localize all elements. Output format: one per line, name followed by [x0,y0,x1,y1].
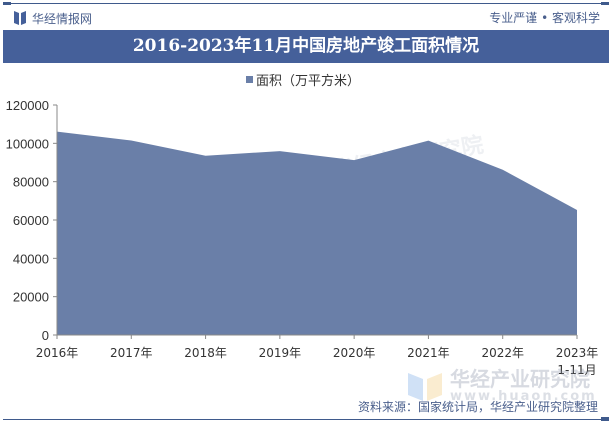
x-tick-label: 2017年 [110,346,153,360]
slogan: 专业严谨 • 客观科学 [489,11,600,25]
x-tick-label: 1-11月 [557,363,596,377]
watermark-logo: 华经产业研究院 www.huaon.com [408,368,597,404]
x-tick-label: 2021年 [407,346,450,360]
y-tick-label: 20000 [13,290,49,305]
watermark-url: www.huaon.com [450,389,597,404]
chart-legend: 面积（万平方米） [246,70,360,89]
x-tick-label: 2019年 [259,346,302,360]
y-tick-label: 40000 [13,251,49,266]
y-tick-label: 100000 [6,136,49,151]
watermark-book-icon [408,373,442,401]
y-tick-label: 120000 [6,98,49,113]
x-tick-label: 2022年 [481,346,524,360]
area-series [57,131,577,335]
legend-label: 面积（万平方米） [256,74,361,89]
watermark-name: 华经产业研究院 [450,367,590,391]
x-tick-label: 2016年 [36,346,79,360]
bottom-border [3,417,609,421]
x-tick-label: 2023年 [556,346,599,360]
y-tick-label: 60000 [13,213,49,228]
y-tick-label: 0 [42,328,49,343]
brand-name: 华经情报网 [32,11,93,26]
legend-swatch [246,76,253,83]
book-logo-icon [14,11,26,25]
x-tick-label: 2018年 [184,346,227,360]
data-source: 资料来源：国家统计局，华经产业研究院整理 [357,400,598,414]
y-tick-label: 80000 [13,175,49,190]
x-tick-label: 2020年 [333,346,376,360]
brand-logo: 华经情报网 [14,9,92,27]
top-border [3,2,609,5]
chart-title: 2016-2023年11月中国房地产竣工面积情况 [3,30,609,63]
